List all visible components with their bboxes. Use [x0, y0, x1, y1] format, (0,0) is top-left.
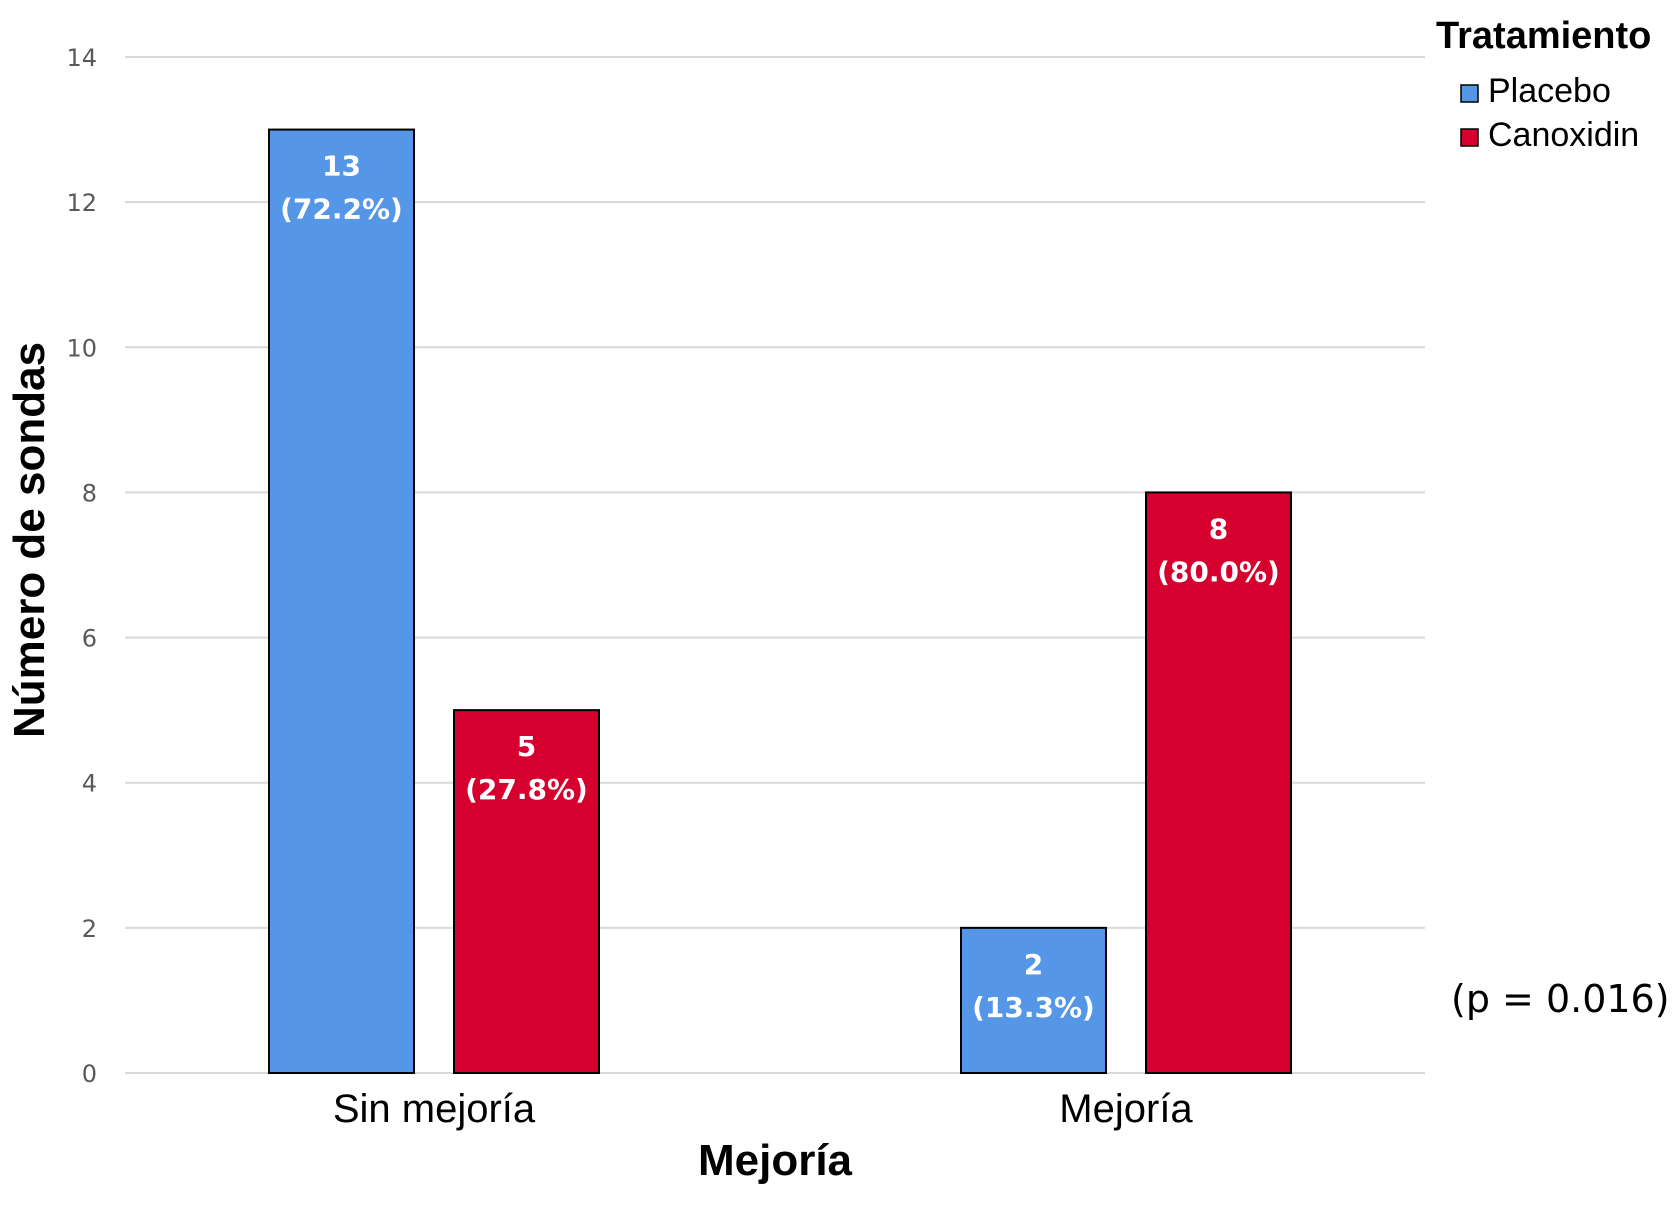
y-tick-label: 8 [82, 479, 97, 507]
y-tick-label: 6 [82, 625, 97, 653]
bar-value-label: 5 [517, 730, 536, 763]
y-tick-label: 10 [66, 334, 97, 362]
bar-placebo-1 [960, 926, 1107, 1074]
x-axis-title: Mejoría [698, 1136, 853, 1185]
y-tick-labels: 0 2 4 6 8 10 12 14 [66, 44, 97, 1088]
y-tick-label: 4 [82, 770, 97, 798]
bar-value-label: 13 [322, 150, 361, 183]
legend: Tratamiento Placebo Canoxidin [1436, 15, 1651, 154]
y-tick-label: 2 [82, 915, 97, 943]
legend-swatch-placebo [1460, 84, 1479, 103]
y-tick-label: 14 [66, 44, 97, 72]
p-value-annotation: (p = 0.016) [1451, 977, 1670, 1021]
legend-label-canoxidin: Canoxidin [1488, 116, 1639, 154]
x-category-labels: Sin mejoría Mejoría [333, 1087, 1194, 1131]
y-tick-label: 0 [82, 1060, 97, 1088]
bar-percent-label: (13.3%) [972, 991, 1095, 1024]
bar-value-label: 2 [1024, 948, 1043, 981]
bar-canoxidin-0 [453, 709, 600, 1075]
bar-percent-label: (27.8%) [465, 773, 588, 806]
bar-percent-label: (72.2%) [280, 193, 403, 226]
x-category-label: Sin mejoría [333, 1087, 536, 1131]
bar-value-label: 8 [1209, 512, 1228, 545]
bar-data-labels: 13 (72.2%) 5 (27.8%) 2 (13.3%) 8 (80.0%) [280, 150, 1280, 1024]
y-axis-title: Número de sondas [5, 342, 54, 738]
x-category-label: Mejoría [1059, 1087, 1193, 1131]
bar-percent-label: (80.0%) [1157, 555, 1280, 588]
bar-placebo-0 [268, 128, 415, 1075]
legend-swatch-canoxidin [1460, 128, 1479, 147]
y-tick-label: 12 [66, 189, 97, 217]
legend-label-placebo: Placebo [1488, 72, 1611, 110]
legend-title: Tratamiento [1436, 15, 1651, 57]
bar-canoxidin-1 [1145, 491, 1292, 1074]
bars [268, 128, 1292, 1075]
